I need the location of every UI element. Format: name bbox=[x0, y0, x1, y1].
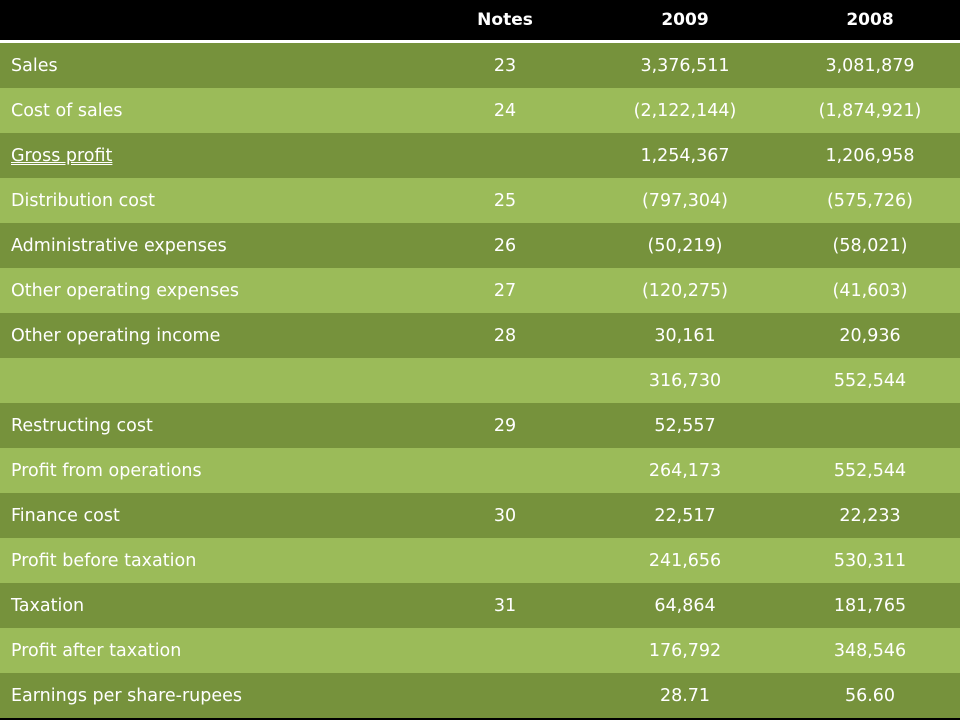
table-row: Finance cost 30 22,517 22,233 bbox=[0, 493, 960, 538]
table-row: Earnings per share-rupees 28.71 56.60 bbox=[0, 673, 960, 718]
row-2009: 241,656 bbox=[648, 550, 722, 571]
table-row: Restructing cost 29 52,557 bbox=[0, 403, 960, 448]
table-row: Taxation 31 64,864 181,765 bbox=[0, 583, 960, 628]
row-label: Cost of sales bbox=[11, 100, 123, 121]
row-label: Other operating expenses bbox=[11, 280, 240, 301]
row-2008: (1,874,921) bbox=[818, 100, 922, 121]
row-notes: 23 bbox=[493, 55, 517, 76]
row-2009: 52,557 bbox=[654, 415, 716, 436]
row-notes: 31 bbox=[493, 595, 517, 616]
row-label: Profit from operations bbox=[11, 460, 202, 481]
table-row: Other operating expenses 27 (120,275) (4… bbox=[0, 268, 960, 313]
row-2009: 28.71 bbox=[659, 685, 711, 706]
table-row: 316,730 552,544 bbox=[0, 358, 960, 403]
row-notes: 29 bbox=[493, 415, 517, 436]
row-notes: 30 bbox=[493, 505, 517, 526]
row-2009: (120,275) bbox=[641, 280, 729, 301]
table-header: Notes 2009 2008 bbox=[0, 0, 960, 43]
header-2009: 2009 bbox=[661, 10, 709, 30]
row-notes: 25 bbox=[493, 190, 517, 211]
row-2008: 530,311 bbox=[833, 550, 907, 571]
row-label: Gross profit bbox=[11, 145, 113, 166]
row-2008: 181,765 bbox=[833, 595, 907, 616]
table-row: Distribution cost 25 (797,304) (575,726) bbox=[0, 178, 960, 223]
row-label: Profit after taxation bbox=[11, 640, 182, 661]
row-2008: 22,233 bbox=[839, 505, 901, 526]
row-label: Earnings per share-rupees bbox=[11, 685, 243, 706]
row-2008: 348,546 bbox=[833, 640, 907, 661]
table-row: Profit after taxation 176,792 348,546 bbox=[0, 628, 960, 673]
row-2009: (797,304) bbox=[641, 190, 729, 211]
row-2008: (575,726) bbox=[826, 190, 914, 211]
row-2009: (50,219) bbox=[647, 235, 723, 256]
row-label: Sales bbox=[11, 55, 58, 76]
table-row: Sales 23 3,376,511 3,081,879 bbox=[0, 43, 960, 88]
row-label: Other operating income bbox=[11, 325, 221, 346]
row-2008: 552,544 bbox=[833, 460, 907, 481]
row-label: Profit before taxation bbox=[11, 550, 197, 571]
table-row: Other operating income 28 30,161 20,936 bbox=[0, 313, 960, 358]
table-row: Administrative expenses 26 (50,219) (58,… bbox=[0, 223, 960, 268]
row-2009: 316,730 bbox=[648, 370, 722, 391]
header-2008: 2008 bbox=[846, 10, 894, 30]
row-2009: 264,173 bbox=[648, 460, 722, 481]
row-2009: 22,517 bbox=[654, 505, 716, 526]
table-row: Profit before taxation 241,656 530,311 bbox=[0, 538, 960, 583]
row-label: Administrative expenses bbox=[11, 235, 227, 256]
row-2009: 176,792 bbox=[648, 640, 722, 661]
row-2008: (41,603) bbox=[832, 280, 908, 301]
row-2008: 20,936 bbox=[839, 325, 901, 346]
row-label: Restructing cost bbox=[11, 415, 153, 436]
table-row: Profit from operations 264,173 552,544 bbox=[0, 448, 960, 493]
table-row: Gross profit 1,254,367 1,206,958 bbox=[0, 133, 960, 178]
row-notes: 26 bbox=[493, 235, 517, 256]
row-2009: 64,864 bbox=[654, 595, 716, 616]
row-2008: 1,206,958 bbox=[825, 145, 915, 166]
row-label: Finance cost bbox=[11, 505, 120, 526]
row-label: Taxation bbox=[11, 595, 85, 616]
row-2009: 30,161 bbox=[654, 325, 716, 346]
row-2009: 1,254,367 bbox=[640, 145, 730, 166]
row-2009: 3,376,511 bbox=[640, 55, 730, 76]
row-notes: 27 bbox=[493, 280, 517, 301]
row-notes: 24 bbox=[493, 100, 517, 121]
row-2008: 552,544 bbox=[833, 370, 907, 391]
table-row: Cost of sales 24 (2,122,144) (1,874,921) bbox=[0, 88, 960, 133]
header-notes: Notes bbox=[477, 10, 533, 30]
row-2009: (2,122,144) bbox=[633, 100, 737, 121]
row-label: Distribution cost bbox=[11, 190, 155, 211]
row-notes: 28 bbox=[493, 325, 517, 346]
row-2008: 56.60 bbox=[844, 685, 896, 706]
row-2008: 3,081,879 bbox=[825, 55, 915, 76]
row-2008: (58,021) bbox=[832, 235, 908, 256]
